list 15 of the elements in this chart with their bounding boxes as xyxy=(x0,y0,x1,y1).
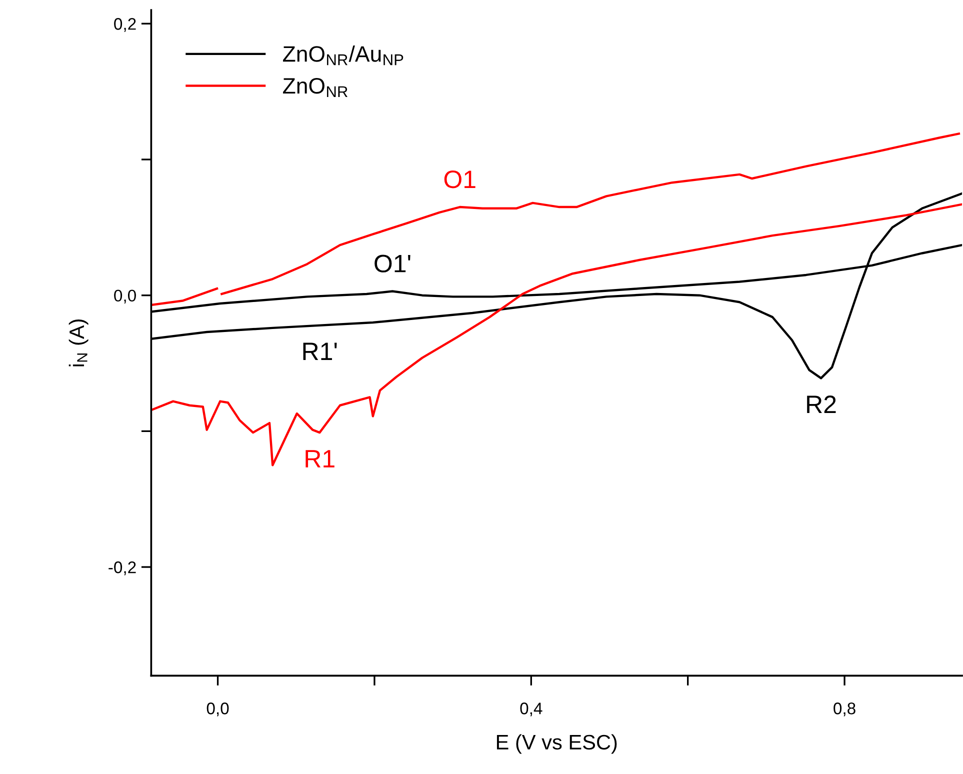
x-tick-label: 0,0 xyxy=(206,702,229,716)
annotation: R2 xyxy=(807,396,836,413)
x-tick-label: 0,4 xyxy=(520,702,542,716)
annotation: R1' xyxy=(303,342,337,360)
y-tick-label: -0,2 xyxy=(108,561,136,576)
annotation: R1 xyxy=(306,450,334,468)
x-axis-title: E (V vs ESC) xyxy=(496,734,617,754)
x-tick-label: 0,8 xyxy=(834,702,856,716)
legend-label: ZnO$_{NR}$/Au$_{NP}$ xyxy=(283,46,404,66)
y-axis-title: i$_{N}$ (A) xyxy=(68,320,88,366)
y-tick-label: 0,2 xyxy=(114,18,136,32)
annotation: O1 xyxy=(444,170,476,188)
legend-label: ZnO$_{NR}$ xyxy=(283,78,348,98)
y-tick-label: 0,0 xyxy=(114,290,136,304)
annotation: O1' xyxy=(374,254,410,272)
